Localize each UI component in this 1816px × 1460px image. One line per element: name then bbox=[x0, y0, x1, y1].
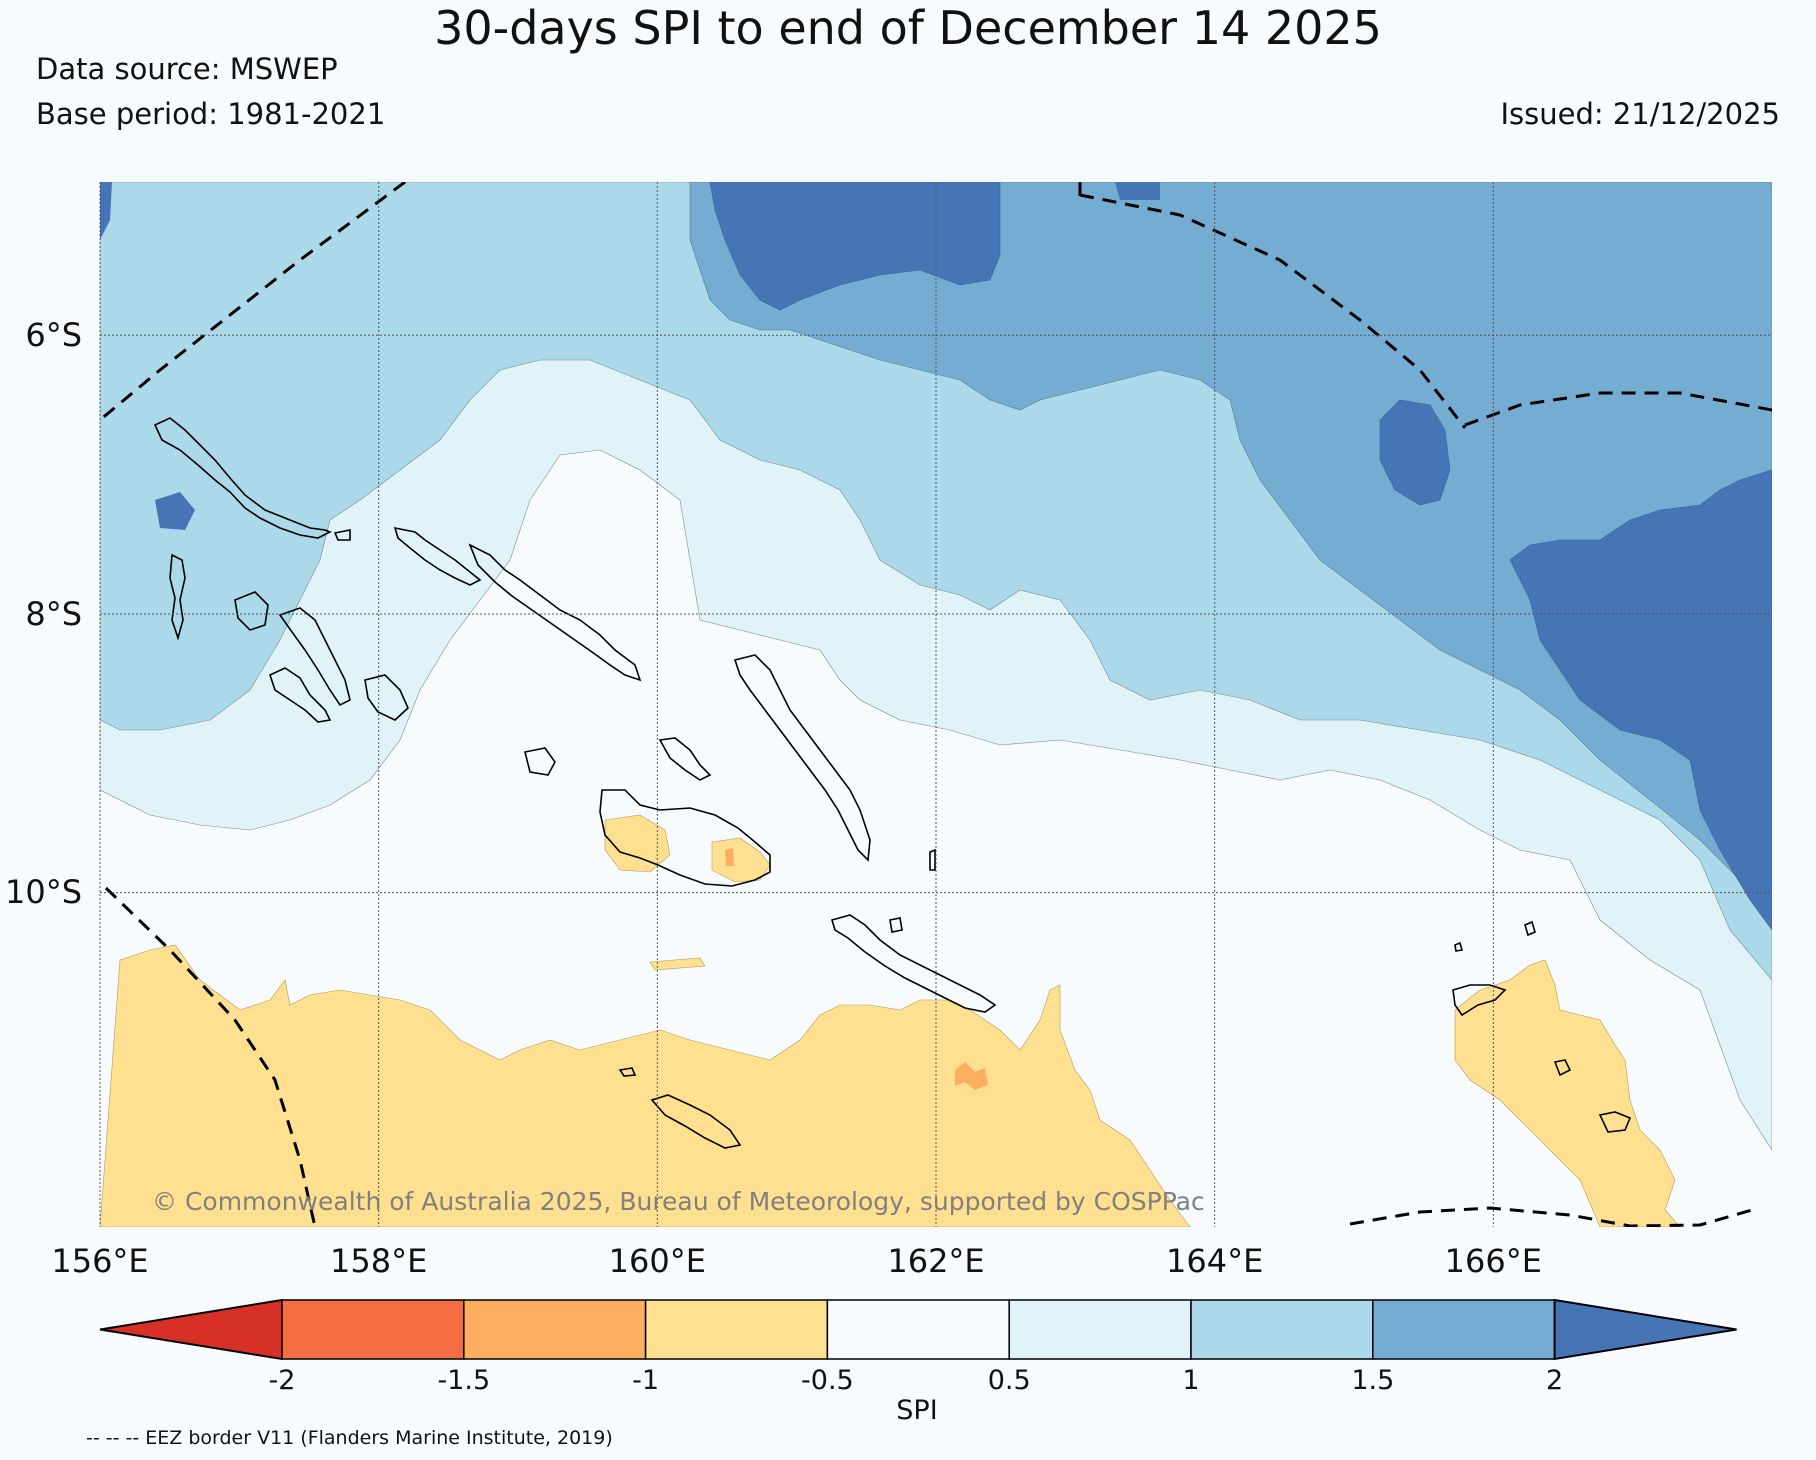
island-coastline bbox=[468, 543, 642, 682]
map-title: 30-days SPI to end of December 14 2025 bbox=[434, 1, 1382, 55]
colorbar-tick-label: -1 bbox=[632, 1365, 659, 1396]
eez-border bbox=[1349, 1206, 1753, 1227]
spi-contour-layer bbox=[100, 182, 1772, 1227]
colorbar-tick-label: -1.5 bbox=[437, 1365, 490, 1396]
graticule bbox=[99, 182, 1772, 1227]
island-coastline bbox=[1524, 920, 1536, 937]
colorbar-tick-label: -2 bbox=[269, 1365, 296, 1396]
spi-band-neg0.5-neg1 bbox=[711, 837, 771, 883]
spi-colorbar bbox=[99, 1298, 1737, 1361]
copyright-text: © Commonwealth of Australia 2025, Bureau… bbox=[152, 1187, 1205, 1216]
spi-above-2-area bbox=[155, 492, 195, 530]
island-coastline bbox=[929, 848, 936, 871]
colorbar-tick-label: 2 bbox=[1546, 1365, 1563, 1396]
island-coastline bbox=[733, 654, 871, 862]
colorbar-extend-low bbox=[99, 1298, 283, 1361]
island-coastline bbox=[234, 591, 269, 631]
eez-border bbox=[104, 886, 317, 1227]
island-coastline bbox=[830, 914, 997, 1013]
spi-band-neg0.5-neg1 bbox=[1454, 959, 1681, 1227]
island-coastline bbox=[618, 1067, 637, 1077]
colorbar-segment bbox=[1190, 1299, 1374, 1360]
island-coastline bbox=[278, 607, 351, 707]
island-coastline bbox=[889, 917, 903, 933]
lon-tick-label: 162°E bbox=[887, 1242, 984, 1280]
spi-band-1.5-2 bbox=[689, 182, 1772, 921]
colorbar-segment bbox=[1372, 1299, 1556, 1360]
spi-above-2-area bbox=[1379, 399, 1451, 506]
island-coastline bbox=[153, 417, 332, 539]
colorbar-tick-label: -0.5 bbox=[801, 1365, 854, 1396]
spi-band-neg1-neg1.5 bbox=[955, 1062, 988, 1090]
colorbar-tick-label: 0.5 bbox=[988, 1365, 1031, 1396]
colorbar-label: SPI bbox=[896, 1395, 937, 1426]
island-coastline bbox=[1553, 1059, 1572, 1077]
colorbar-segment bbox=[826, 1299, 1010, 1360]
island-coastline bbox=[269, 667, 332, 723]
lon-tick-label: 166°E bbox=[1445, 1242, 1542, 1280]
spi-band-neg0.5-neg1 bbox=[649, 957, 706, 971]
spi-band-neg1-neg1.5 bbox=[725, 848, 734, 866]
spi-band-neg0.5-neg1 bbox=[100, 944, 1191, 1227]
spi-band-neg0.5-neg1 bbox=[604, 814, 671, 873]
spi-above-2-area bbox=[1115, 182, 1160, 200]
axis-labels: 156°E 158°E 160°E 162°E 164°E 166°E 6°S … bbox=[5, 316, 1542, 1280]
island-coastline bbox=[1454, 941, 1464, 952]
island-coastline bbox=[599, 789, 771, 887]
issued-date-label: Issued: 21/12/2025 bbox=[1500, 97, 1780, 131]
eez-border bbox=[1079, 193, 1467, 429]
island-coastline bbox=[1598, 1111, 1632, 1133]
island-coastline bbox=[1452, 984, 1507, 1017]
eez-border-layer bbox=[100, 182, 1772, 1227]
colorbar-tick-label: 1.5 bbox=[1351, 1365, 1394, 1396]
lat-tick-label: 6°S bbox=[25, 316, 82, 354]
lon-tick-label: 164°E bbox=[1166, 1242, 1263, 1280]
eez-border bbox=[1464, 391, 1772, 427]
island-coastline bbox=[169, 553, 186, 641]
colorbar-segment bbox=[463, 1299, 647, 1360]
lon-tick-label: 158°E bbox=[330, 1242, 427, 1280]
lat-tick-label: 10°S bbox=[5, 873, 82, 911]
spi-above-2-area bbox=[709, 182, 1001, 311]
colorbar-segment bbox=[281, 1299, 465, 1360]
colorbar-segment bbox=[1008, 1299, 1192, 1360]
island-coastline bbox=[333, 529, 351, 541]
eez-border bbox=[100, 182, 406, 422]
lon-tick-label: 156°E bbox=[51, 1242, 148, 1280]
base-period-label: Base period: 1981-2021 bbox=[36, 97, 386, 131]
data-source-label: Data source: MSWEP bbox=[36, 52, 338, 86]
lat-tick-label: 8°S bbox=[25, 595, 82, 633]
island-coastline bbox=[364, 674, 409, 721]
colorbar-tick-label: 1 bbox=[1182, 1365, 1199, 1396]
island-coastline bbox=[650, 1094, 742, 1149]
lon-tick-label: 160°E bbox=[609, 1242, 706, 1280]
eez-footnote: -- -- -- EEZ border V11 (Flanders Marine… bbox=[86, 1427, 613, 1449]
spi-above-2-area bbox=[100, 182, 112, 240]
island-coastline bbox=[524, 747, 556, 776]
island-coastline bbox=[393, 526, 482, 586]
island-coastline bbox=[658, 737, 712, 781]
colorbar-extend-high bbox=[1553, 1298, 1737, 1361]
colorbar-segment bbox=[644, 1299, 829, 1360]
colorbar-tick-labels: -2 -1.5 -1 -0.5 0.5 1 1.5 2 bbox=[269, 1365, 1564, 1396]
coastline-layer bbox=[153, 417, 1632, 1149]
spi-above-2-area bbox=[1509, 469, 1772, 931]
